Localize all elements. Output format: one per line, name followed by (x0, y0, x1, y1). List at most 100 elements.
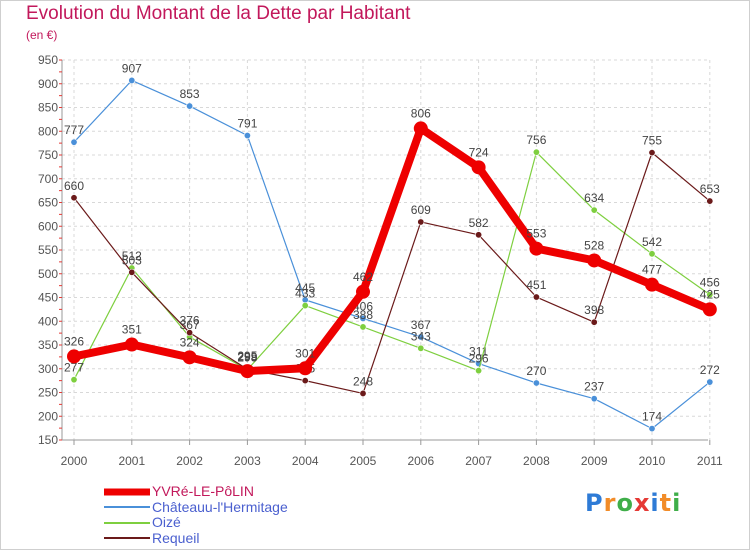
data-point (298, 361, 313, 376)
data-label: 445 (295, 281, 315, 295)
brand-letter: t (659, 489, 673, 517)
legend-swatch (104, 506, 150, 509)
data-point (182, 350, 197, 365)
data-label: 907 (122, 61, 142, 75)
x-tick-label: 2011 (697, 454, 723, 468)
data-label: 456 (700, 276, 720, 290)
brand-letter: o (616, 489, 634, 517)
y-tick-label: 850 (38, 101, 58, 115)
y-tick-label: 650 (38, 196, 58, 210)
data-label: 756 (526, 133, 546, 147)
data-label: 553 (526, 227, 546, 241)
data-label: 343 (411, 329, 431, 343)
data-point (301, 302, 309, 310)
chart-legend: YVRé-LE-PôLIN Châteauu-l'Hermitage Oizé Req… (104, 483, 288, 547)
data-point (359, 323, 367, 331)
data-point (706, 291, 714, 299)
series-line (73, 151, 711, 381)
data-point (532, 293, 540, 301)
x-tick-label: 2010 (639, 454, 666, 468)
data-label: 791 (237, 117, 257, 131)
brand-letter: x (633, 489, 651, 517)
series-line (70, 124, 714, 376)
data-point (128, 268, 136, 276)
y-tick-label: 350 (38, 338, 58, 352)
y-tick-label: 600 (38, 219, 58, 233)
chart-title: Evolution du Montant de la Dette par Hab… (26, 3, 411, 24)
data-label: 724 (469, 145, 489, 159)
data-point (359, 389, 367, 397)
data-point (356, 284, 370, 299)
data-point (417, 344, 425, 352)
data-point (590, 318, 598, 326)
x-tick-label: 2006 (407, 454, 434, 468)
x-tick-label: 2005 (350, 454, 377, 468)
data-label: 425 (700, 287, 720, 301)
y-tick-label: 900 (38, 77, 58, 91)
x-tick-label: 2004 (292, 454, 319, 468)
data-point (648, 149, 656, 157)
y-tick-label: 200 (38, 409, 58, 423)
legend-swatch (104, 488, 150, 496)
brand-letter: P (585, 489, 604, 517)
data-label: 451 (526, 278, 546, 292)
y-tick-label: 550 (38, 243, 58, 257)
data-label: 295 (237, 349, 257, 363)
x-tick-label: 2002 (176, 454, 203, 468)
y-tick-label: 400 (38, 314, 58, 328)
data-point (128, 76, 136, 84)
data-label: 634 (584, 191, 604, 205)
data-point (70, 194, 78, 202)
brand-logo: Proxiti (585, 489, 681, 517)
data-label: 542 (642, 235, 662, 249)
data-point (70, 376, 78, 384)
data-point (359, 314, 367, 322)
x-tick-label: 2009 (581, 454, 608, 468)
brand-letter: r (603, 489, 617, 517)
data-label: 326 (64, 334, 84, 348)
data-label: 582 (469, 216, 489, 230)
legend-item: Requeil (104, 530, 288, 547)
data-point (67, 349, 81, 364)
data-label: 296 (469, 352, 489, 366)
data-label: 301 (295, 346, 315, 360)
data-label: 272 (700, 363, 720, 377)
data-point (186, 102, 194, 110)
data-label: 237 (584, 380, 604, 394)
data-label: 311 (469, 345, 488, 359)
data-label: 298 (237, 351, 257, 365)
data-label: 853 (180, 87, 200, 101)
brand-letter: i (650, 489, 660, 517)
data-label: 270 (526, 364, 546, 378)
data-label: 277 (64, 361, 84, 375)
data-point (590, 395, 598, 403)
y-tick-label: 250 (38, 386, 58, 400)
y-tick-label: 800 (38, 124, 58, 138)
data-label: 462 (353, 270, 373, 284)
data-label: 609 (411, 203, 431, 217)
data-point (186, 329, 194, 337)
data-point (702, 302, 717, 317)
series-line (73, 79, 711, 430)
data-point (240, 364, 255, 379)
x-tick-label: 2003 (234, 454, 261, 468)
data-label: 174 (642, 410, 662, 424)
data-point (706, 378, 714, 386)
data-label: 755 (642, 134, 662, 148)
data-point (417, 218, 425, 226)
data-point (706, 197, 714, 205)
data-point (124, 337, 139, 352)
data-label: 503 (122, 253, 142, 267)
data-label: 351 (122, 323, 142, 337)
data-point (301, 377, 309, 385)
data-label: 367 (411, 318, 431, 332)
y-tick-label: 950 (38, 53, 58, 67)
data-label: 398 (584, 303, 604, 317)
data-label: 806 (411, 106, 431, 120)
data-point (243, 132, 251, 140)
legend-swatch (104, 521, 150, 524)
data-label: 324 (180, 335, 200, 349)
x-tick-label: 2008 (523, 454, 550, 468)
data-label: 660 (64, 179, 84, 193)
